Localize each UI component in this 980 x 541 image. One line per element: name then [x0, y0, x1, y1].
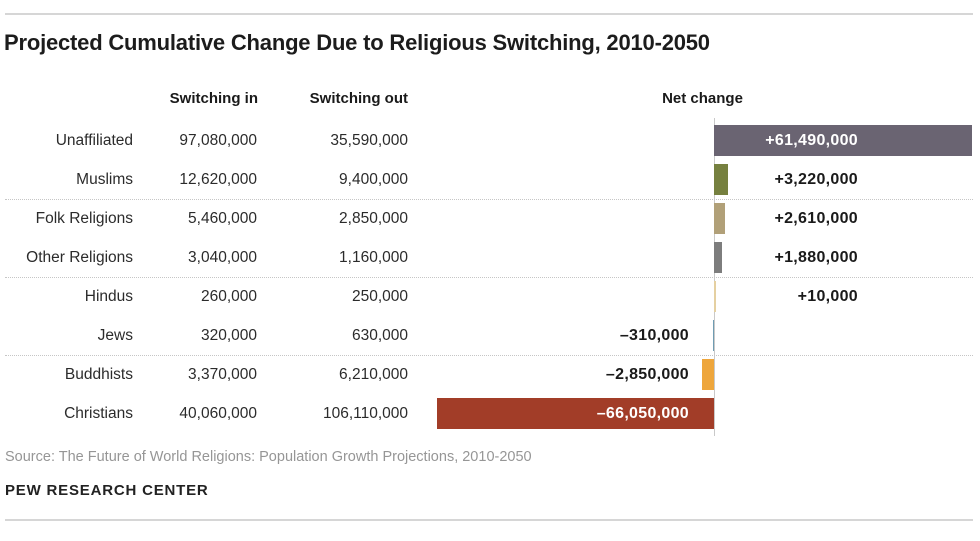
net-change-bar [714, 203, 725, 234]
group-separator [5, 199, 973, 200]
switching-out-value: 9,400,000 [339, 171, 408, 188]
switching-in-value: 40,060,000 [179, 405, 257, 422]
group-separator [5, 277, 973, 278]
brand-label: PEW RESEARCH CENTER [5, 482, 209, 499]
religion-label: Unaffiliated [55, 132, 133, 149]
net-change-value: +10,000 [797, 288, 858, 305]
switching-out-value: 106,110,000 [322, 405, 408, 422]
table-row: Jews 320,000 630,000 –310,000 [0, 316, 980, 355]
net-change-bar [714, 281, 716, 312]
switching-in-value: 5,460,000 [188, 210, 257, 227]
switching-in-value: 97,080,000 [179, 132, 257, 149]
table-row: Unaffiliated 97,080,000 35,590,000 +61,4… [0, 121, 980, 160]
table-row: Other Religions 3,040,000 1,160,000 +1,8… [0, 238, 980, 277]
net-change-value: +2,610,000 [774, 210, 858, 227]
switching-out-value: 250,000 [351, 288, 408, 305]
switching-out-value: 630,000 [351, 327, 408, 344]
col-header-net-change: Net change [662, 90, 743, 107]
net-change-bar [714, 164, 728, 195]
group-separator [5, 355, 973, 356]
net-change-value: +3,220,000 [774, 171, 858, 188]
net-change-bar [714, 125, 972, 156]
col-header-switching-in: Switching in [169, 90, 258, 107]
net-change-bar [702, 359, 714, 390]
religion-label: Hindus [84, 288, 133, 305]
religion-label: Christians [64, 405, 133, 422]
page-title: Projected Cumulative Change Due to Relig… [4, 30, 710, 55]
net-change-value: –2,850,000 [605, 366, 689, 383]
religion-label: Folk Religions [35, 210, 133, 227]
table-row: Muslims 12,620,000 9,400,000 +3,220,000 [0, 160, 980, 199]
table-row: Hindus 260,000 250,000 +10,000 [0, 277, 980, 316]
net-change-bar [712, 320, 714, 351]
net-change-bar [714, 242, 722, 273]
switching-in-value: 12,620,000 [179, 171, 257, 188]
switching-out-value: 35,590,000 [330, 132, 408, 149]
religion-label: Buddhists [64, 366, 133, 383]
religion-label: Jews [97, 327, 133, 344]
net-change-value: +61,490,000 [765, 132, 858, 149]
source-note: Source: The Future of World Religions: P… [5, 449, 532, 465]
bottom-divider [5, 519, 973, 521]
chart-body: Unaffiliated 97,080,000 35,590,000 +61,4… [0, 118, 980, 436]
table-row: Christians 40,060,000 106,110,000 –66,05… [0, 394, 980, 433]
religion-label: Muslims [76, 171, 133, 188]
switching-in-value: 3,040,000 [188, 249, 257, 266]
switching-in-value: 320,000 [200, 327, 257, 344]
net-change-bar [436, 398, 714, 429]
top-divider [5, 13, 973, 15]
table-row: Folk Religions 5,460,000 2,850,000 +2,61… [0, 199, 980, 238]
switching-out-value: 6,210,000 [339, 366, 408, 383]
switching-in-value: 3,370,000 [188, 366, 257, 383]
switching-out-value: 1,160,000 [339, 249, 408, 266]
switching-in-value: 260,000 [200, 288, 257, 305]
net-change-value: –310,000 [619, 327, 689, 344]
religion-label: Other Religions [26, 249, 133, 266]
col-header-switching-out: Switching out [309, 90, 408, 107]
switching-out-value: 2,850,000 [339, 210, 408, 227]
net-change-value: –66,050,000 [596, 405, 689, 422]
table-row: Buddhists 3,370,000 6,210,000 –2,850,000 [0, 355, 980, 394]
net-change-value: +1,880,000 [774, 249, 858, 266]
